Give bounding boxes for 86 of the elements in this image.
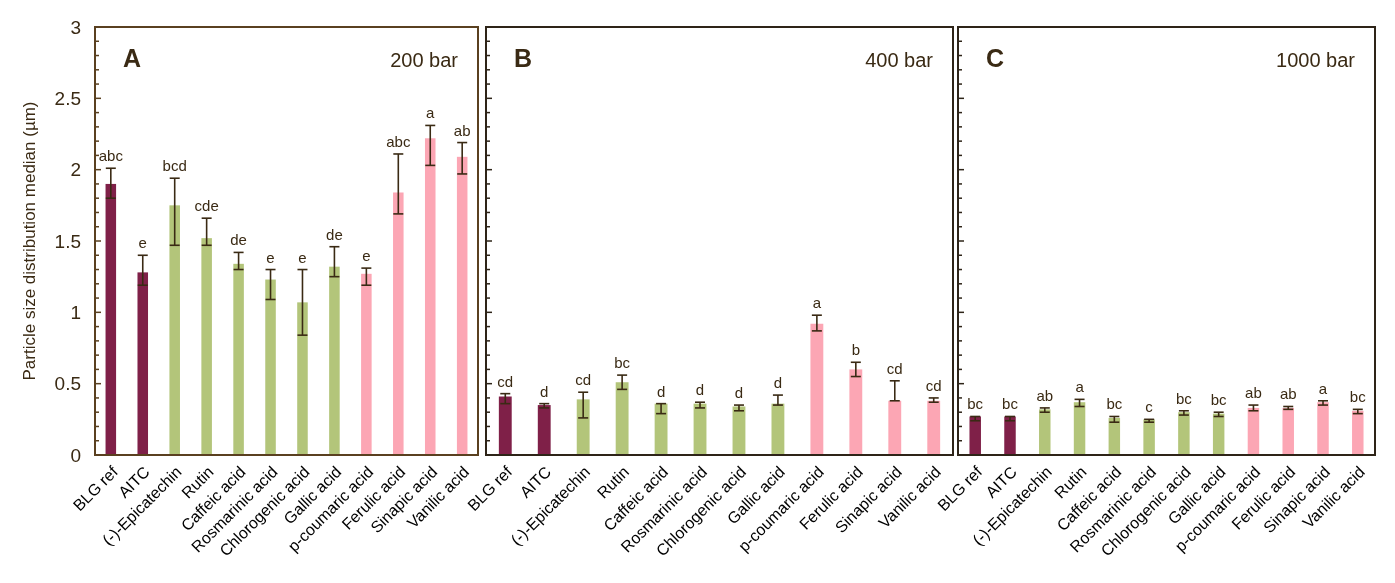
y-tick-label: 3 <box>70 16 81 38</box>
bar <box>456 156 468 455</box>
data-label: abc <box>98 147 124 165</box>
data-label: cd <box>497 372 514 390</box>
bar <box>537 405 551 455</box>
bar <box>888 400 902 455</box>
bar <box>1212 413 1225 455</box>
bar <box>771 403 785 455</box>
bar <box>297 302 308 455</box>
text: C <box>986 44 1005 72</box>
data-label: a <box>1318 379 1328 397</box>
data-label: a <box>426 104 436 122</box>
data-label: cd <box>886 359 903 377</box>
y-tick-label: 1 <box>70 301 81 323</box>
bar <box>1178 412 1190 455</box>
data-label: e <box>138 234 147 252</box>
bar <box>1143 419 1155 455</box>
bar <box>137 272 149 455</box>
data-label: bc <box>1210 391 1228 409</box>
bar <box>1317 402 1329 455</box>
data-label: bc <box>1002 395 1019 413</box>
bar <box>693 403 707 455</box>
data-label: ab <box>1279 385 1297 403</box>
data-label: bc <box>1106 395 1123 413</box>
y-tick-label: 0 <box>70 444 81 466</box>
bar <box>732 406 746 455</box>
data-label: bc <box>1175 389 1193 407</box>
bar <box>1247 407 1260 455</box>
data-label: bc <box>1349 388 1367 406</box>
data-label: d <box>773 374 783 392</box>
bar <box>201 238 212 455</box>
data-label: cde <box>194 197 219 215</box>
data-label: b <box>851 341 860 359</box>
data-label: cd <box>575 371 592 389</box>
bar <box>576 399 590 455</box>
bar <box>498 396 512 455</box>
y-tick-label: 0.5 <box>54 373 81 395</box>
bar <box>969 416 981 455</box>
text: B <box>514 44 533 72</box>
data-label: ab <box>1245 384 1262 402</box>
bar <box>849 369 863 455</box>
bar <box>105 183 117 455</box>
text: 1000 bar <box>1276 49 1356 71</box>
bar <box>329 266 340 455</box>
data-label: abc <box>386 132 411 150</box>
y-tick-label: 2 <box>70 159 81 181</box>
bar <box>361 273 372 455</box>
text: A <box>123 44 142 72</box>
data-label: ab <box>453 121 471 139</box>
data-label: bc <box>614 354 631 372</box>
bar <box>1073 402 1086 455</box>
data-label: de <box>326 225 343 243</box>
data-label: d <box>734 384 744 402</box>
data-label: bc <box>967 395 984 413</box>
data-label: c <box>1145 398 1154 416</box>
data-label: d <box>695 381 705 399</box>
bar <box>233 263 244 455</box>
bar <box>1108 417 1121 455</box>
bar <box>424 138 436 455</box>
data-label: a <box>1075 378 1085 396</box>
bar <box>265 279 276 455</box>
bar <box>615 382 629 455</box>
bar <box>927 400 941 455</box>
data-label: e <box>266 248 275 266</box>
y-axis-title: Particle size distribution median (µm) <box>20 101 39 381</box>
bar <box>393 192 404 455</box>
bar <box>810 323 824 455</box>
bar <box>1039 409 1051 455</box>
data-label: a <box>812 294 822 312</box>
data-label: d <box>656 382 666 400</box>
bar <box>654 403 668 455</box>
bar <box>1282 407 1294 455</box>
data-label: cd <box>925 376 942 394</box>
y-tick-label: 1.5 <box>54 230 81 252</box>
text: 400 bar <box>865 49 934 71</box>
data-label: bcd <box>162 157 187 175</box>
y-tick-label: 2.5 <box>54 87 81 109</box>
data-label: ab <box>1036 386 1054 404</box>
data-label: e <box>362 247 371 265</box>
bar <box>169 205 180 455</box>
data-label: de <box>230 231 247 249</box>
bar <box>1004 416 1016 455</box>
bar <box>1352 410 1364 455</box>
data-label: d <box>540 382 549 400</box>
data-label: e <box>298 248 307 266</box>
text: 200 bar <box>390 49 459 71</box>
